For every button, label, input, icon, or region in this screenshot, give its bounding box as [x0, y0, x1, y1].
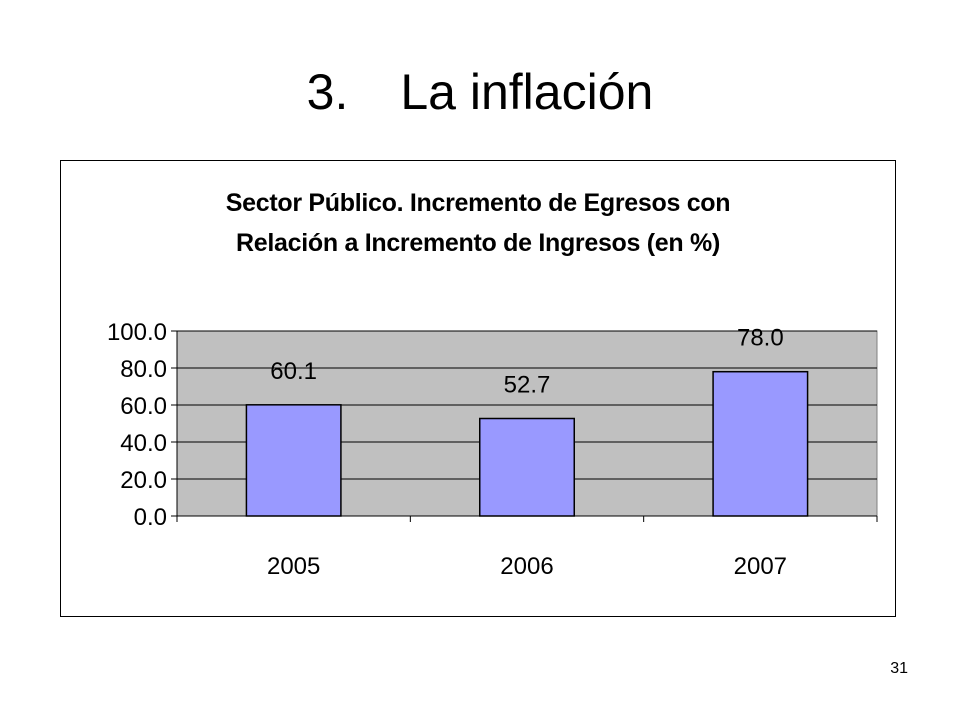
y-tick-label: 100.0 — [107, 319, 167, 346]
data-label-2006: 52.7 — [504, 372, 551, 399]
y-tick-label: 80.0 — [120, 356, 167, 383]
chart-title-line-2: Relación a Incremento de Ingresos (en %) — [236, 229, 720, 257]
y-tick-label: 40.0 — [120, 430, 167, 457]
data-label-2007: 78.0 — [737, 325, 784, 352]
chart-title-line-1: Sector Público. Incremento de Egresos co… — [225, 189, 731, 217]
slide-title-number: 3. — [306, 64, 349, 120]
chart-title: Sector Público. Incremento de Egresos co… — [61, 183, 895, 263]
chart-container: Sector Público. Incremento de Egresos co… — [60, 160, 896, 617]
y-tick-label: 20.0 — [120, 467, 167, 494]
bar-2005 — [245, 404, 342, 517]
x-tick-label-2007: 2007 — [734, 553, 787, 580]
slide-title: 3. La inflación — [0, 62, 960, 122]
y-tick-label: 60.0 — [120, 393, 167, 420]
x-tick-label-2006: 2006 — [500, 553, 553, 580]
slide-title-text: La inflación — [400, 64, 654, 120]
bar-2006 — [479, 417, 575, 517]
x-tick-label-2005: 2005 — [267, 553, 320, 580]
bar-2007 — [712, 370, 809, 517]
bar-chart: 0.0 20.0 40.0 60.0 80.0 100.0 60.1 2005 52.7 2006… — [107, 319, 878, 580]
y-tick-label: 0.0 — [134, 504, 167, 531]
data-label-2005: 60.1 — [270, 358, 317, 385]
page-number: 31 — [890, 660, 908, 677]
